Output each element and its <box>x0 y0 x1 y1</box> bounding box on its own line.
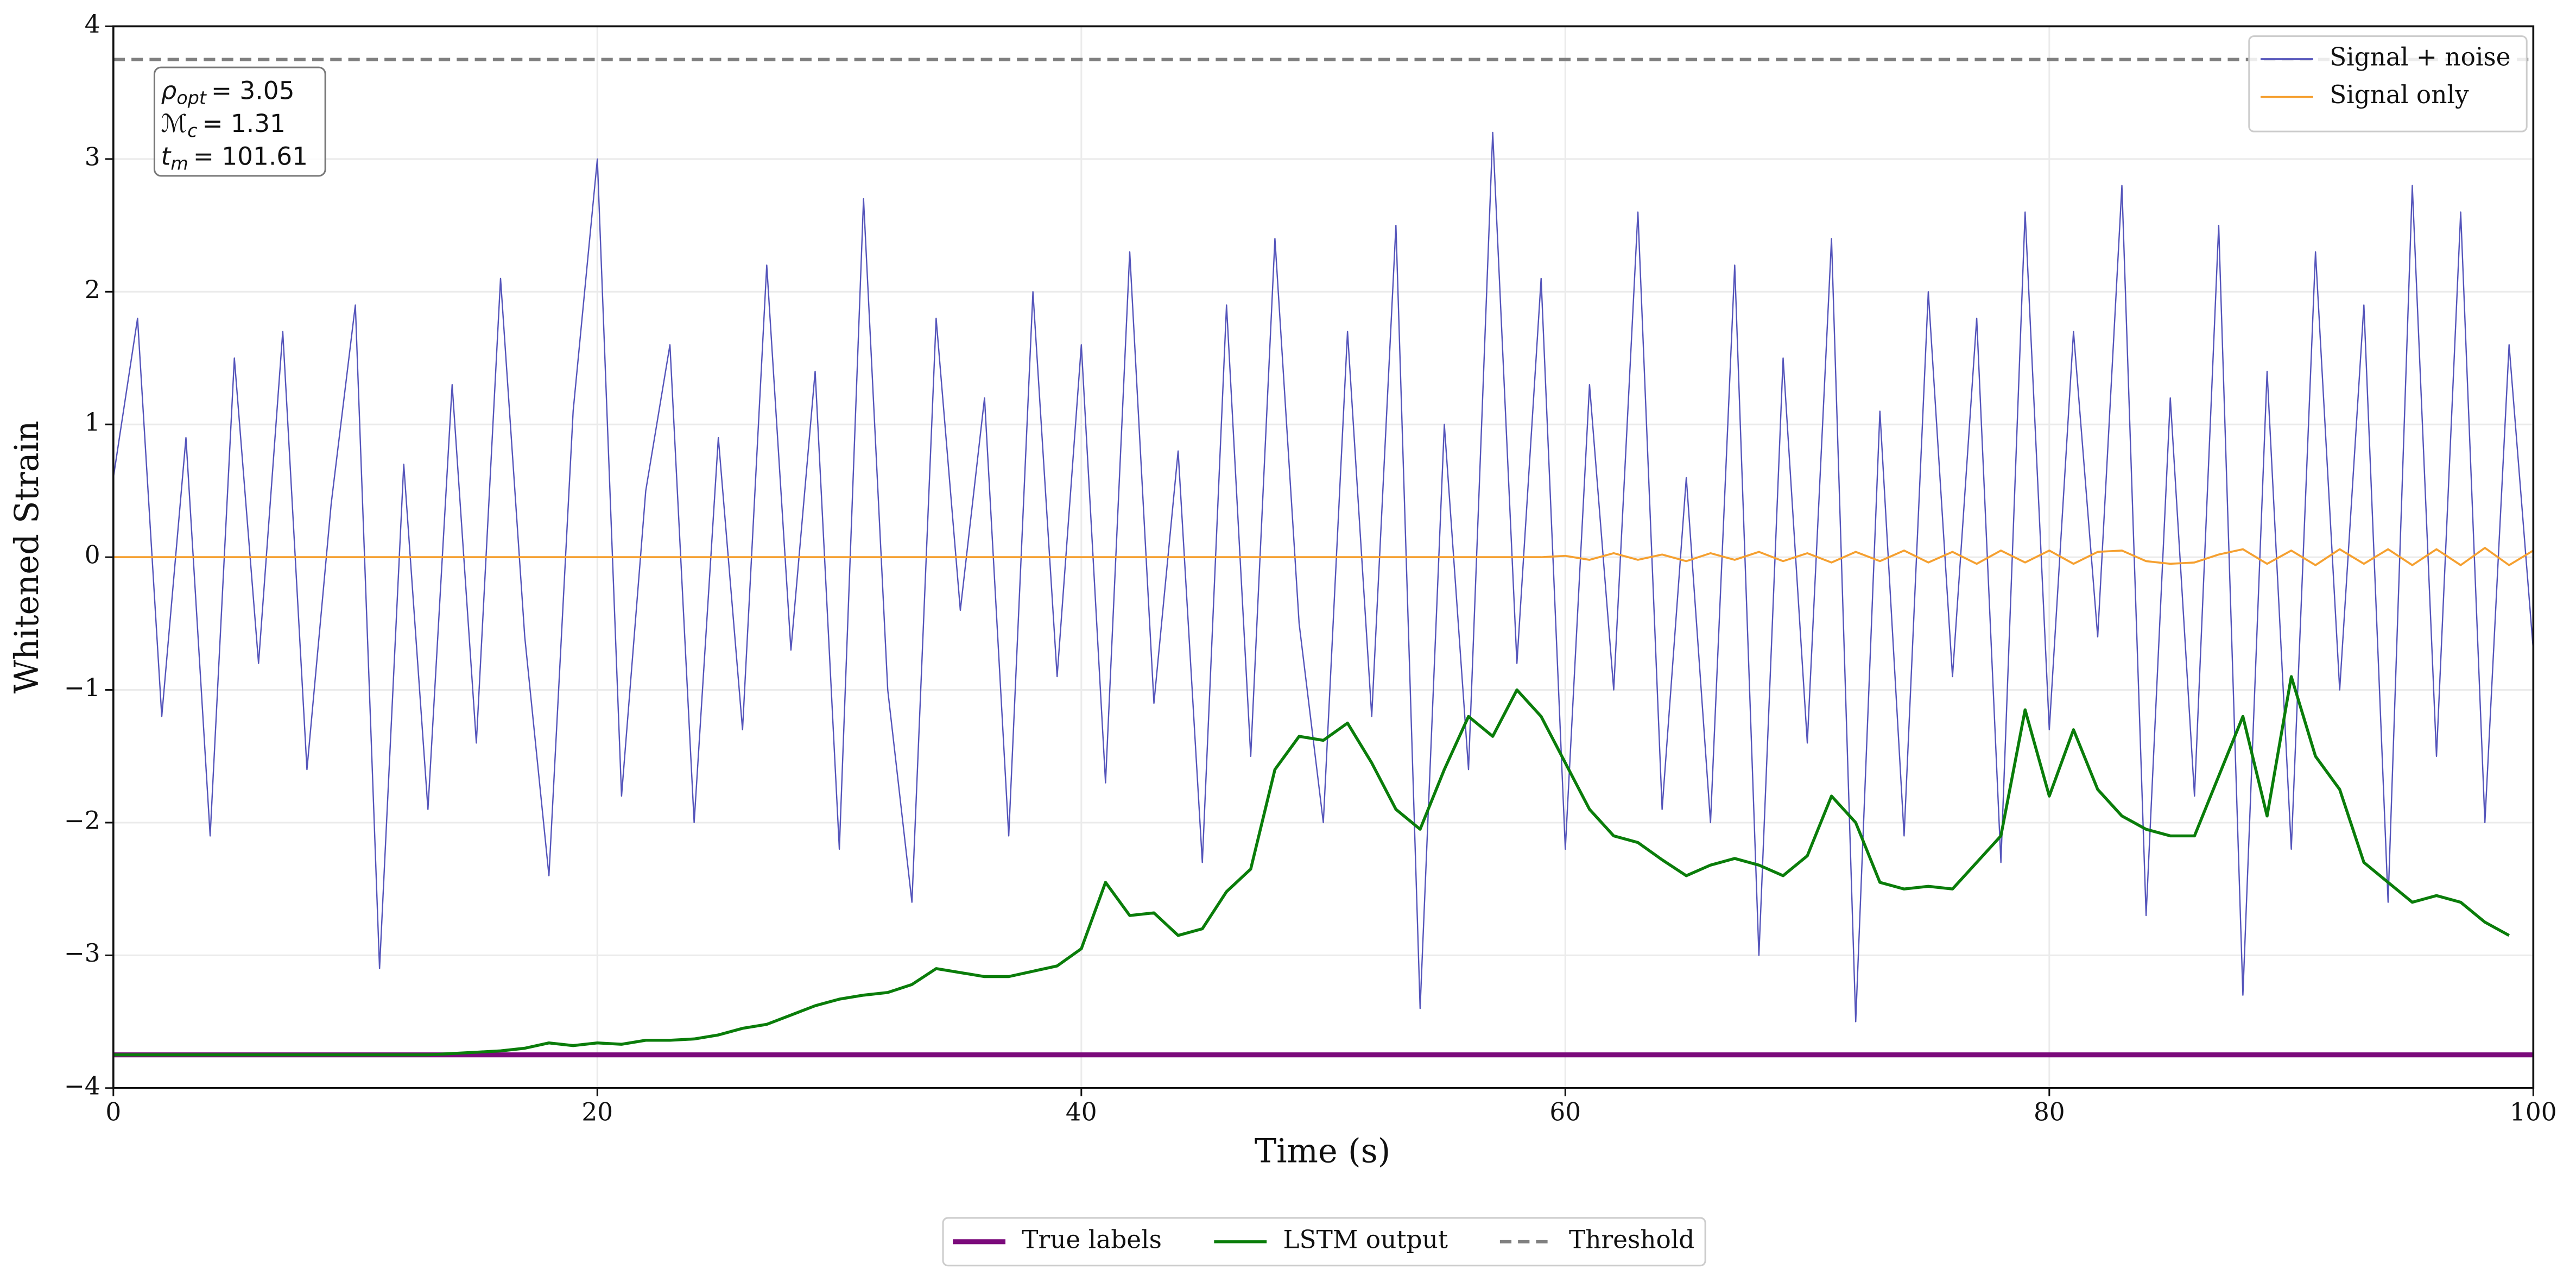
annotation-symbol: t <box>161 142 172 170</box>
x-tick-label: 20 <box>581 1098 613 1127</box>
x-tick-label: 100 <box>2510 1098 2557 1127</box>
y-tick-label: −3 <box>64 939 100 968</box>
x-tick-label: 40 <box>1066 1098 1097 1127</box>
x-axis-label: Time (s) <box>1255 1132 1390 1170</box>
series-line <box>113 675 2510 1057</box>
annotation-symbol: ℳ <box>161 109 188 138</box>
annotation-box <box>153 66 326 177</box>
y-tick-label: −4 <box>64 1071 100 1100</box>
x-tick-label: 0 <box>105 1098 121 1127</box>
annotation-value: = 3.05 <box>211 76 294 105</box>
y-tick-label: 1 <box>85 408 100 437</box>
y-tick-label: 3 <box>85 142 100 171</box>
legend-label: True labels <box>1022 1225 1162 1254</box>
annotation-subscript: c <box>187 120 197 141</box>
legend-label: Signal only <box>2330 80 2469 109</box>
x-tick-label: 80 <box>2034 1098 2065 1127</box>
y-tick-label: 2 <box>85 275 100 304</box>
legend-box <box>942 1217 1706 1267</box>
legend-label: Threshold <box>1569 1225 1694 1254</box>
annotation-subscript: m <box>170 153 188 174</box>
annotation-subscript: opt <box>176 87 207 108</box>
legend-label: Signal + noise <box>2330 42 2510 71</box>
annotation-text: ℳc = 1.31 <box>161 109 286 141</box>
annotation-value: = 101.61 <box>193 142 308 170</box>
y-axis-label: Whitened Strain <box>8 421 46 694</box>
annotation-text: ρopt = 3.05 <box>161 76 295 108</box>
y-tick-label: 0 <box>85 541 100 570</box>
legend-box <box>2248 35 2528 132</box>
annotation-text: tm = 101.61 <box>161 142 308 174</box>
annotation-value: = 1.31 <box>202 109 285 138</box>
axes-frame <box>112 25 2535 1089</box>
x-tick-label: 60 <box>1549 1098 1581 1127</box>
legend-label: LSTM output <box>1283 1225 1448 1254</box>
y-tick-label: 4 <box>85 10 100 39</box>
y-tick-label: −1 <box>64 673 100 702</box>
annotation-symbol: ρ <box>161 76 177 105</box>
y-tick-label: −2 <box>64 806 100 835</box>
series-line <box>112 131 2534 1022</box>
series-line <box>113 547 2534 566</box>
